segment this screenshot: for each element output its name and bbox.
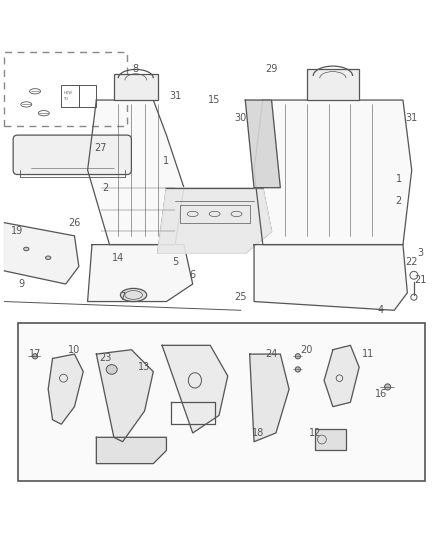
Text: 15: 15 [208, 95, 221, 105]
Text: 13: 13 [138, 362, 151, 372]
Bar [114, 74, 158, 100]
Ellipse shape [46, 256, 51, 260]
Text: HOW: HOW [64, 92, 72, 95]
Bar [18, 324, 425, 481]
Polygon shape [96, 437, 166, 464]
Polygon shape [324, 345, 359, 407]
Text: 25: 25 [235, 292, 247, 302]
Bar [315, 429, 346, 450]
Text: 17: 17 [29, 349, 41, 359]
Text: 5: 5 [172, 257, 178, 267]
Text: 21: 21 [414, 274, 427, 285]
Polygon shape [250, 354, 289, 442]
Text: 6: 6 [190, 270, 196, 280]
Polygon shape [158, 188, 272, 253]
Ellipse shape [385, 384, 391, 390]
Text: 29: 29 [265, 64, 278, 75]
Text: 1: 1 [396, 174, 402, 184]
Text: 20: 20 [300, 345, 313, 355]
Text: 10: 10 [68, 345, 81, 355]
Text: 18: 18 [252, 428, 265, 438]
Text: 31: 31 [169, 91, 181, 101]
Text: 4: 4 [378, 305, 384, 316]
Text: 7: 7 [120, 292, 126, 302]
Bar [180, 205, 250, 223]
Text: 2: 2 [102, 183, 108, 192]
Ellipse shape [120, 288, 147, 302]
Ellipse shape [295, 367, 300, 372]
Text: 14: 14 [112, 253, 124, 263]
Text: 3: 3 [417, 248, 424, 259]
Bar [307, 69, 359, 100]
Text: 30: 30 [235, 112, 247, 123]
Polygon shape [254, 100, 412, 245]
Text: 8: 8 [133, 64, 139, 75]
Polygon shape [4, 223, 79, 284]
Bar [4, 52, 127, 126]
Polygon shape [88, 245, 193, 302]
Ellipse shape [24, 247, 29, 251]
Polygon shape [245, 100, 280, 188]
Text: 22: 22 [406, 257, 418, 267]
Polygon shape [254, 245, 407, 310]
Ellipse shape [32, 354, 38, 359]
Polygon shape [88, 100, 184, 245]
Text: 31: 31 [406, 112, 418, 123]
Ellipse shape [295, 354, 300, 359]
Polygon shape [48, 354, 83, 424]
Text: 24: 24 [265, 349, 278, 359]
Text: TO: TO [64, 97, 68, 101]
Text: 16: 16 [375, 389, 387, 399]
Polygon shape [162, 345, 228, 433]
Ellipse shape [106, 365, 117, 374]
Text: 12: 12 [309, 428, 321, 438]
Text: 23: 23 [99, 353, 111, 364]
Polygon shape [96, 350, 153, 442]
Text: 11: 11 [362, 349, 374, 359]
Text: 1: 1 [163, 156, 170, 166]
Text: 27: 27 [95, 143, 107, 154]
FancyBboxPatch shape [13, 135, 131, 174]
Text: 2: 2 [396, 196, 402, 206]
Text: 19: 19 [11, 227, 24, 237]
Text: 9: 9 [19, 279, 25, 289]
Text: 26: 26 [68, 217, 81, 228]
